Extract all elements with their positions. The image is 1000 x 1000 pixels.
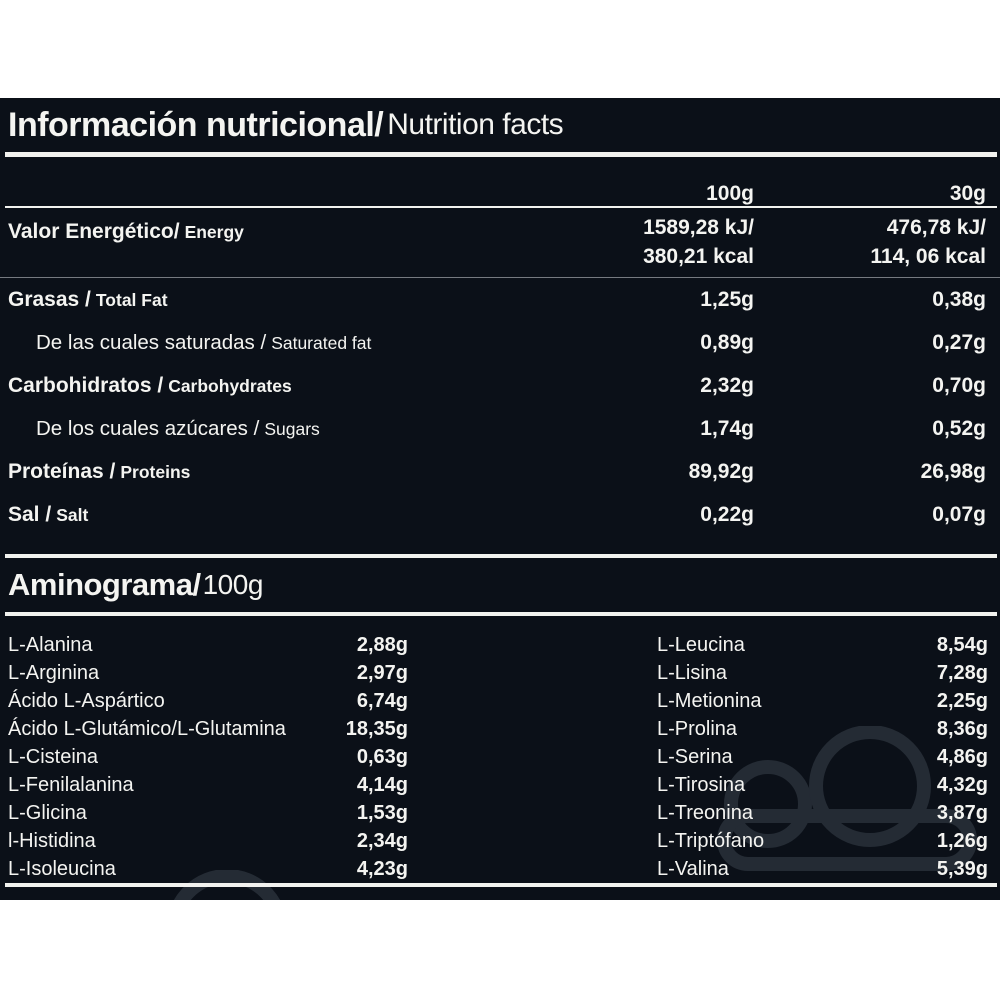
row-value-30g: 26,98g (920, 459, 986, 483)
title-divider (5, 152, 997, 157)
row-value-100g: 1,74g (700, 416, 754, 440)
aminogram-title: Aminograma/ 100g (0, 558, 1000, 612)
aminogram-top-divider (5, 554, 997, 558)
row-value-100g: 1589,28 kJ/ 380,21 kcal (643, 216, 754, 268)
table-row-saturated-fat: De las cuales saturadas / Saturated fat 0… (36, 330, 986, 354)
list-item: L-Fenilalanina 4,14g (8, 773, 408, 796)
label-title: Información nutricional/ Nutrition facts (0, 98, 1000, 152)
spacer (0, 182, 544, 206)
aminogram-right-column: L-Leucina 8,54g L-Lisina 7,28g L-Metionina… (657, 631, 988, 883)
list-item: L-Arginina 2,97g (8, 661, 408, 684)
list-item: L-Prolina 8,36g (657, 717, 988, 740)
column-header-100g: 100g (706, 182, 754, 205)
aminogram-table: L-Alanina 2,88g L-Arginina 2,97g Ácido L-A… (0, 631, 1000, 883)
list-item: L-Leucina 8,54g (657, 633, 988, 656)
table-row-salt: Sal / Salt 0,22g 0,07g (8, 502, 986, 526)
energy-divider (0, 277, 1000, 278)
row-value-100g: 0,89g (700, 330, 754, 354)
list-item: L-Tirosina 4,32g (657, 773, 988, 796)
list-item: L-Serina 4,86g (657, 745, 988, 768)
table-row-proteins: Proteínas / Proteins 89,92g 26,98g (8, 459, 986, 483)
list-item: L-Alanina 2,88g (8, 633, 408, 656)
row-label: Valor Energético/Energy (8, 220, 244, 243)
row-value-30g: 476,78 kJ/ 114, 06 kcal (870, 216, 986, 268)
row-value-100g: 0,22g (700, 502, 754, 526)
list-item: L-Valina 5,39g (657, 857, 988, 880)
aminogram-title-es: Aminograma/ (8, 567, 201, 602)
aminogram-left-column: L-Alanina 2,88g L-Arginina 2,97g Ácido L-A… (8, 631, 408, 883)
cloud-icon (174, 870, 280, 900)
aminogram-title-unit: 100g (202, 569, 264, 600)
list-item: L-Metionina 2,25g (657, 689, 988, 712)
list-item: L-Glicina 1,53g (8, 801, 408, 824)
row-value-100g: 1,25g (700, 287, 754, 311)
table-row-carbohydrates: Carbohidratos / Carbohydrates 2,32g 0,70g (8, 373, 986, 397)
list-item: Ácido L-Aspártico 6,74g (8, 689, 408, 712)
row-value-100g: 2,32g (700, 373, 754, 397)
label-title-en: Nutrition facts (387, 108, 564, 141)
list-item: L-Lisina 7,28g (657, 661, 988, 684)
table-row-energy: Valor Energético/Energy 1589,28 kJ/ 380,… (0, 208, 1000, 277)
list-item: L-Triptófano 1,26g (657, 829, 988, 852)
serving-column-headers: 100g 30g (0, 182, 1000, 206)
list-item: l-Histidina 2,34g (8, 829, 408, 852)
label-title-es: Información nutricional/ (8, 105, 384, 144)
row-value-30g: 0,07g (932, 502, 986, 526)
list-item: L-Treonina 3,87g (657, 801, 988, 824)
row-value-30g: 0,38g (932, 287, 986, 311)
aminogram-bottom-divider (5, 612, 997, 616)
row-value-100g: 89,92g (688, 459, 754, 483)
column-header-30g: 30g (949, 182, 986, 205)
table-row-fat: Grasas / Total Fat 1,25g 0,38g (8, 287, 986, 311)
row-value-30g: 0,70g (932, 373, 986, 397)
column-header-divider (5, 206, 997, 208)
list-item: L-Isoleucina 4,23g (8, 857, 408, 880)
row-value-30g: 0,27g (932, 330, 986, 354)
row-value-30g: 0,52g (932, 416, 986, 440)
label-bottom-divider (5, 883, 997, 887)
table-row-sugars: De los cuales azúcares / Sugars 1,74g 0,5… (36, 416, 986, 440)
cloud-icon (717, 726, 977, 871)
nutrition-label-panel: Información nutricional/ Nutrition facts… (0, 98, 1000, 900)
list-item: Ácido L-Glutámico/L-Glutamina 18,35g (8, 717, 408, 740)
list-item: L-Cisteina 0,63g (8, 745, 408, 768)
